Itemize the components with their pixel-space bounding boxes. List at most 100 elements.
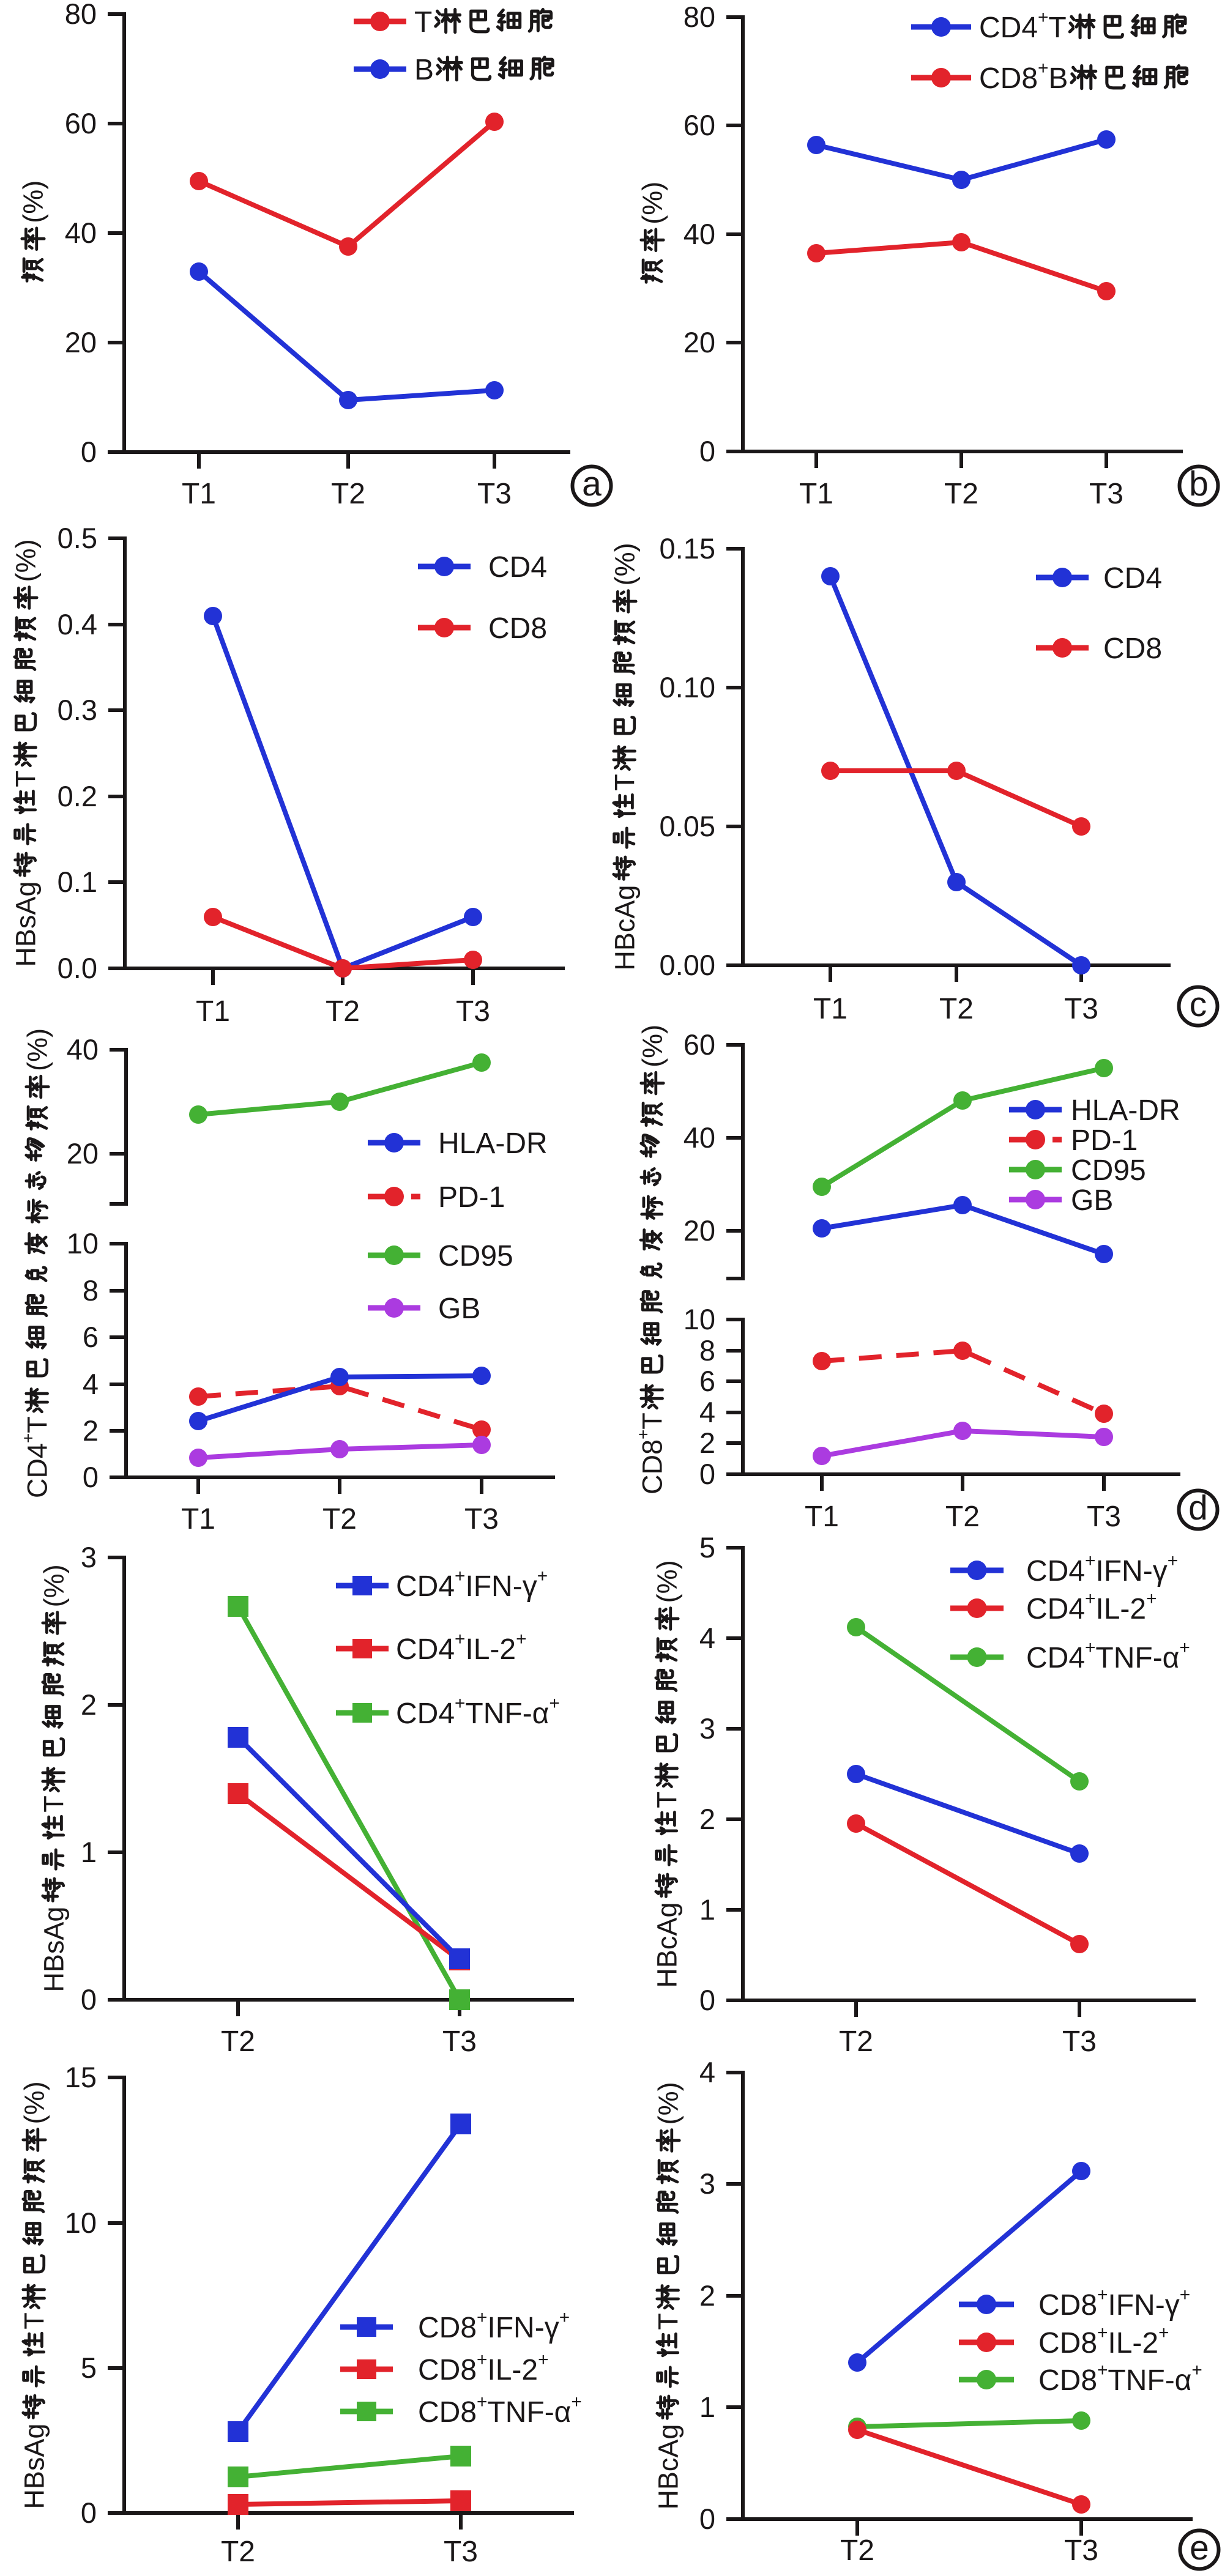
svg-text:+: + — [1097, 2323, 1108, 2343]
svg-text:T: T — [414, 6, 432, 39]
svg-text:T: T — [10, 770, 42, 787]
svg-text:0.5: 0.5 — [58, 522, 97, 554]
svg-text:HBcAg: HBcAg — [609, 885, 641, 971]
svg-text:20: 20 — [67, 1137, 99, 1170]
svg-text:CD4: CD4 — [979, 12, 1038, 44]
svg-text:2: 2 — [699, 1803, 715, 1835]
svg-text:0: 0 — [81, 1983, 97, 2016]
svg-text:HLA-DR: HLA-DR — [1071, 1094, 1180, 1127]
svg-text:CD8: CD8 — [1038, 2289, 1097, 2322]
svg-text:T1: T1 — [181, 1503, 215, 1535]
svg-text:T: T — [652, 1791, 683, 1808]
svg-text:IFN-γ: IFN-γ — [465, 1570, 537, 1603]
svg-text:0: 0 — [83, 1461, 99, 1493]
svg-text:T3: T3 — [444, 2536, 478, 2568]
svg-text:3: 3 — [699, 1712, 715, 1745]
svg-text:(%): (%) — [637, 182, 668, 225]
svg-text:60: 60 — [65, 107, 97, 139]
svg-text:+: + — [1146, 1589, 1157, 1609]
svg-text:IL-2: IL-2 — [1108, 2327, 1158, 2359]
svg-text:0.05: 0.05 — [660, 810, 715, 842]
svg-text:T2: T2 — [839, 2025, 873, 2058]
svg-text:40: 40 — [684, 218, 715, 250]
svg-text:GB: GB — [438, 1293, 480, 1325]
svg-text:1: 1 — [699, 1893, 715, 1926]
svg-text:+: + — [1191, 2360, 1202, 2380]
svg-text:CD4: CD4 — [22, 1443, 53, 1498]
svg-text:4: 4 — [699, 1622, 715, 1654]
svg-text:5: 5 — [81, 2351, 97, 2384]
svg-text:T2: T2 — [840, 2534, 874, 2567]
svg-text:T: T — [1048, 12, 1066, 44]
svg-text:5: 5 — [699, 1531, 715, 1564]
svg-text:CD8: CD8 — [979, 62, 1038, 95]
svg-text:B: B — [414, 54, 434, 86]
svg-text:T2: T2 — [221, 2025, 255, 2058]
svg-text:IL-2: IL-2 — [465, 1633, 516, 1666]
svg-text:T2: T2 — [944, 478, 978, 510]
svg-text:80: 80 — [65, 0, 97, 30]
svg-text:T3: T3 — [442, 2025, 477, 2058]
svg-text:2: 2 — [83, 1414, 99, 1447]
svg-text:PD-1: PD-1 — [438, 1181, 505, 1214]
svg-text:+: + — [634, 1430, 653, 1439]
svg-text:(%): (%) — [652, 1560, 683, 1603]
svg-text:T3: T3 — [1089, 478, 1123, 510]
svg-text:3: 3 — [81, 1541, 97, 1573]
svg-text:IFN-γ: IFN-γ — [487, 2312, 559, 2344]
svg-text:2: 2 — [699, 2279, 715, 2312]
svg-text:+: + — [1038, 7, 1048, 28]
svg-text:0: 0 — [699, 1458, 715, 1490]
svg-text:0: 0 — [699, 435, 715, 467]
svg-text:0.2: 0.2 — [58, 780, 97, 812]
svg-text:0.0: 0.0 — [58, 952, 97, 984]
svg-text:d: d — [1188, 1488, 1208, 1527]
svg-text:0: 0 — [699, 1984, 715, 2016]
svg-text:80: 80 — [684, 1, 715, 33]
svg-text:T: T — [637, 1412, 668, 1430]
svg-text:PD-1: PD-1 — [1071, 1124, 1138, 1157]
svg-text:CD95: CD95 — [438, 1240, 513, 1272]
svg-text:+: + — [559, 2307, 570, 2328]
svg-text:1: 1 — [699, 2391, 715, 2423]
svg-text:T: T — [19, 2312, 50, 2329]
svg-text:(%): (%) — [637, 1025, 668, 1067]
svg-text:0.4: 0.4 — [58, 608, 97, 640]
svg-text:+: + — [455, 1693, 465, 1713]
svg-text:15: 15 — [65, 2061, 97, 2093]
svg-text:a: a — [582, 464, 602, 503]
svg-text:+: + — [1158, 2323, 1169, 2343]
svg-text:HBsAg: HBsAg — [19, 2424, 50, 2509]
svg-text:CD8: CD8 — [418, 2354, 477, 2386]
svg-text:20: 20 — [684, 326, 715, 358]
svg-text:HBcAg: HBcAg — [653, 2424, 684, 2510]
svg-text:6: 6 — [699, 1365, 715, 1397]
svg-text:T1: T1 — [182, 478, 216, 510]
svg-text:+: + — [455, 1566, 465, 1586]
svg-text:(%): (%) — [18, 180, 49, 223]
svg-text:4: 4 — [699, 1396, 715, 1428]
svg-text:+: + — [1097, 2285, 1108, 2305]
svg-text:b: b — [1189, 464, 1209, 503]
svg-text:10: 10 — [67, 1227, 99, 1260]
svg-text:HBsAg: HBsAg — [10, 882, 42, 967]
svg-text:+: + — [477, 2350, 487, 2370]
svg-text:8: 8 — [83, 1274, 99, 1307]
svg-text:+: + — [537, 1566, 548, 1586]
svg-text:2: 2 — [81, 1688, 97, 1721]
svg-text:T3: T3 — [456, 995, 490, 1028]
svg-text:+: + — [1085, 1638, 1095, 1658]
svg-text:+: + — [19, 1433, 38, 1443]
svg-text:T3: T3 — [1062, 2025, 1097, 2058]
svg-text:TNF-α: TNF-α — [465, 1698, 549, 1730]
svg-text:c: c — [1190, 985, 1207, 1024]
svg-text:0: 0 — [699, 2503, 715, 2535]
svg-text:8: 8 — [699, 1334, 715, 1367]
svg-text:10: 10 — [684, 1303, 715, 1335]
svg-text:60: 60 — [684, 1028, 715, 1061]
svg-text:+: + — [1097, 2360, 1108, 2380]
svg-text:T1: T1 — [813, 993, 848, 1025]
svg-text:e: e — [1190, 2528, 1209, 2567]
svg-text:+: + — [516, 1629, 526, 1649]
svg-text:2: 2 — [699, 1427, 715, 1459]
